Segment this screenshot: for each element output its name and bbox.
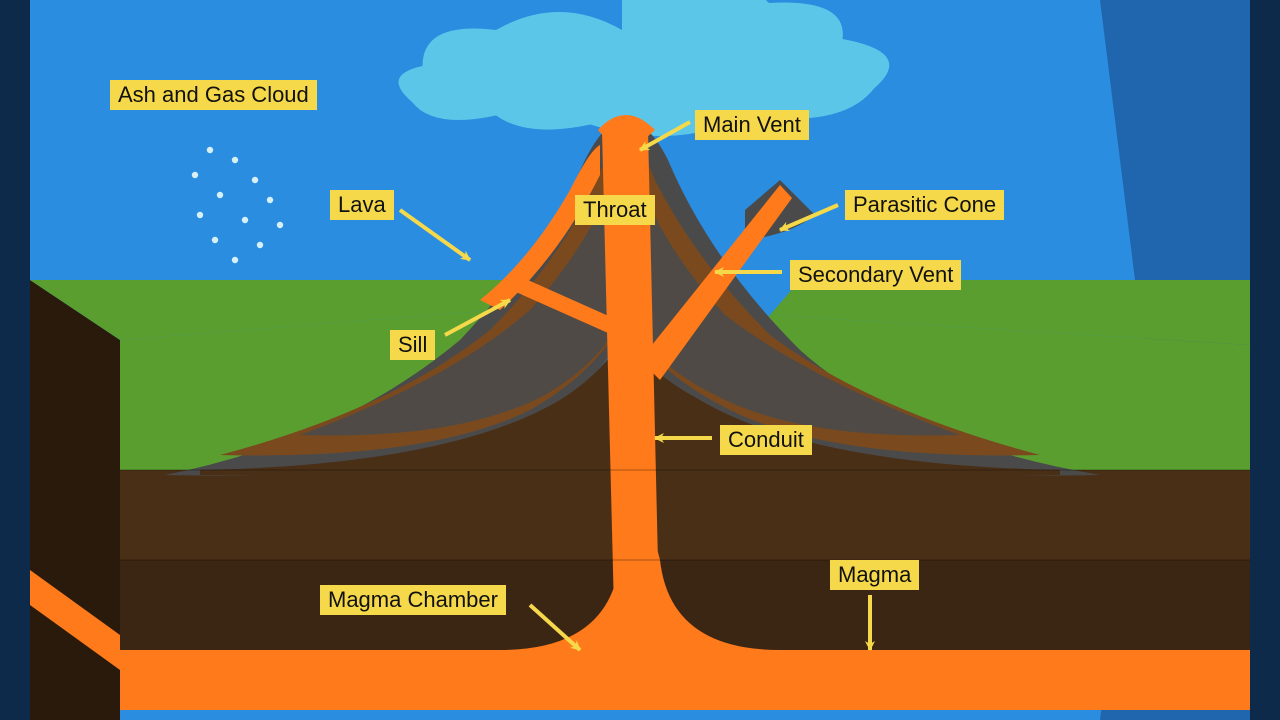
ash-dot [232,157,238,163]
ash-dot [257,242,263,248]
ash-dot [212,237,218,243]
ash-dot [217,192,223,198]
ash-dot [232,257,238,263]
ash-dot [277,222,283,228]
soil-layer-1 [120,470,1250,560]
ash-dot [267,197,273,203]
ash-dot [197,212,203,218]
ash-dot [207,147,213,153]
ash-dot [242,217,248,223]
volcano-diagram: Ash and Gas CloudMain VentLavaThroatPara… [0,0,1280,720]
ash-dot [192,172,198,178]
diagram-svg [0,0,1280,720]
ash-dot [252,177,258,183]
